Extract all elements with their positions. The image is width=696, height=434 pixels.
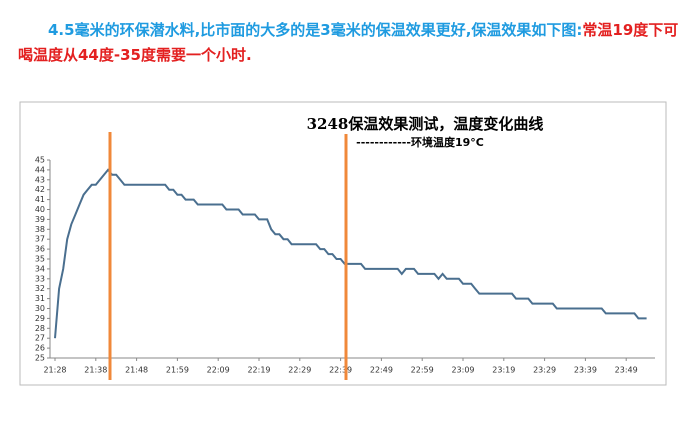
x-tick-label: 23:49 (615, 366, 638, 375)
y-tick-label: 27 (35, 334, 45, 343)
y-tick-label: 36 (35, 245, 45, 254)
x-tick-label: 22:09 (207, 366, 230, 375)
x-tick-label: 22:29 (288, 366, 311, 375)
x-tick-label: 23:09 (451, 366, 474, 375)
chart-title: 3248保温效果测试，温度变化曲线 (307, 115, 544, 133)
heading: 4.5毫米的环保潜水料,比市面的大多的是3毫米的保温效果更好,保温效果如下图:常… (18, 18, 682, 68)
x-tick-label: 23:29 (533, 366, 556, 375)
y-tick-label: 34 (35, 264, 45, 273)
chart-frame (19, 101, 667, 386)
x-tick-label: 22:19 (247, 366, 270, 375)
chart-subtitle: ------------环境温度19°C (356, 135, 484, 149)
x-tick-label: 22:49 (370, 366, 393, 375)
y-tick-label: 33 (35, 274, 45, 283)
y-tick-label: 40 (35, 205, 45, 214)
heading-blue: 4.5毫米的环保潜水料,比市面的大多的是3毫米的保温效果更好,保温效果如下图: (48, 21, 583, 39)
y-tick-label: 42 (35, 185, 45, 194)
x-tick-label: 23:19 (492, 366, 515, 375)
x-tick-label: 22:39 (329, 366, 352, 375)
y-tick-label: 28 (35, 324, 45, 333)
x-tick-label: 21:38 (84, 366, 107, 375)
y-tick-label: 32 (35, 284, 45, 293)
y-tick-label: 41 (35, 195, 45, 204)
x-tick-label: 23:39 (574, 366, 597, 375)
x-tick-label: 22:59 (411, 366, 434, 375)
y-tick-label: 26 (35, 344, 45, 353)
y-tick-label: 38 (35, 225, 45, 234)
y-tick-label: 29 (35, 314, 45, 323)
y-tick-label: 25 (35, 354, 45, 363)
y-tick-label: 43 (35, 175, 45, 184)
y-tick-label: 35 (35, 255, 45, 264)
y-tick-label: 30 (35, 304, 45, 313)
y-tick-label: 39 (35, 215, 45, 224)
x-tick-label: 21:28 (43, 366, 66, 375)
x-tick-label: 21:59 (166, 366, 189, 375)
heading-red: 常温19度下可喝温度从44度-35度需要一个小时. (18, 21, 679, 64)
y-tick-label: 44 (35, 165, 45, 174)
y-tick-label: 45 (35, 156, 45, 165)
y-tick-label: 31 (35, 294, 45, 303)
line (54, 168, 647, 339)
y-tick-label: 37 (35, 235, 45, 244)
x-tick-label: 21:48 (125, 366, 148, 375)
